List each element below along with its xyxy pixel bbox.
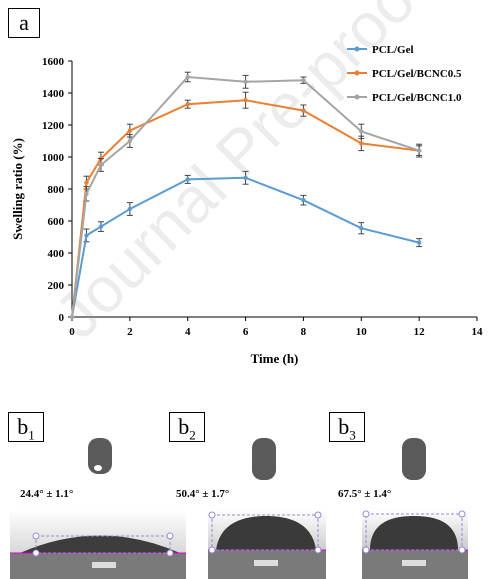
data-point bbox=[98, 224, 104, 229]
data-point bbox=[127, 206, 133, 212]
data-point bbox=[127, 138, 133, 144]
drop-image-b2 bbox=[208, 438, 326, 579]
panel-b3-label: b3 bbox=[329, 412, 365, 442]
x-tick-label: 0 bbox=[69, 326, 75, 338]
x-tick-label: 4 bbox=[185, 326, 191, 338]
contact-angle-b3: 67.5° ± 1.4° bbox=[338, 488, 392, 500]
y-tick-label: 600 bbox=[48, 216, 65, 228]
series-2 bbox=[69, 91, 423, 320]
data-point bbox=[301, 108, 306, 113]
needle-highlight bbox=[94, 465, 102, 471]
contact-angle-b2: 50.4° ± 1.7° bbox=[176, 488, 230, 500]
fit-handle bbox=[362, 546, 370, 554]
droplet-b2 bbox=[216, 516, 316, 550]
fit-handle bbox=[458, 546, 466, 554]
x-tick-label: 14 bbox=[472, 326, 484, 338]
x-tick-label: 2 bbox=[127, 326, 133, 338]
data-point bbox=[84, 191, 89, 196]
fit-handle bbox=[314, 546, 322, 554]
chart-series bbox=[69, 71, 423, 320]
y-axis-title: Swelling ratio (%) bbox=[10, 138, 25, 240]
data-point bbox=[243, 175, 248, 180]
swelling-ratio-chart: 0 2 4 6 8 10 12 14 0 200 400 600 800 1000 1200 1400 1600… bbox=[10, 44, 483, 366]
data-point bbox=[185, 177, 190, 182]
panel-b2-label: b2 bbox=[169, 412, 205, 442]
needle-icon bbox=[88, 438, 112, 474]
fit-handle bbox=[208, 546, 216, 554]
chart-legend: PCL/Gel PCL/Gel/BCNC0.5 PCL/Gel/BCNC1.0 bbox=[347, 44, 462, 104]
series-1 bbox=[69, 170, 423, 320]
fit-handle bbox=[166, 549, 174, 557]
x-tick-label: 6 bbox=[243, 326, 249, 338]
legend-label: PCL/Gel bbox=[372, 44, 414, 56]
fit-box bbox=[365, 513, 463, 551]
fit-handle bbox=[32, 549, 40, 557]
fit-handle bbox=[362, 510, 370, 518]
y-tick-label: 1000 bbox=[42, 152, 65, 164]
needle-icon bbox=[402, 438, 426, 480]
data-point bbox=[359, 226, 364, 231]
x-tick-label: 8 bbox=[301, 326, 307, 338]
y-tick-label: 1200 bbox=[42, 120, 65, 132]
legend-label: PCL/Gel/BCNC1.0 bbox=[372, 92, 462, 104]
data-point bbox=[127, 128, 133, 133]
series-line bbox=[71, 176, 420, 318]
series-line bbox=[71, 75, 420, 318]
legend-marker bbox=[354, 94, 360, 100]
x-tick-label: 10 bbox=[356, 326, 368, 338]
data-point bbox=[69, 314, 75, 320]
data-point bbox=[243, 98, 248, 103]
data-point bbox=[84, 233, 89, 238]
y-tick-label: 1600 bbox=[42, 56, 65, 68]
scale-bar bbox=[92, 562, 116, 568]
panel-a-label: a bbox=[8, 8, 40, 38]
droplet-b3 bbox=[370, 516, 458, 550]
y-tick-label: 800 bbox=[48, 184, 65, 196]
panel-b1-label: b1 bbox=[8, 412, 44, 442]
data-point bbox=[359, 141, 364, 146]
data-point bbox=[416, 148, 422, 153]
data-point bbox=[185, 74, 190, 80]
fit-handle bbox=[32, 532, 40, 540]
fit-handle bbox=[166, 532, 174, 540]
legend-marker bbox=[354, 70, 360, 76]
data-point bbox=[243, 79, 248, 85]
fit-box bbox=[211, 514, 319, 551]
needle-icon bbox=[252, 438, 276, 480]
y-tick-label: 0 bbox=[59, 312, 65, 324]
series-3 bbox=[69, 71, 423, 320]
fit-handle bbox=[458, 510, 466, 518]
scale-bar bbox=[254, 560, 278, 566]
data-point bbox=[359, 129, 364, 134]
scale-bar bbox=[402, 560, 426, 566]
data-point bbox=[185, 102, 190, 107]
y-tick-label: 400 bbox=[48, 248, 65, 260]
drop-image-b3 bbox=[362, 438, 468, 579]
contact-angle-b1: 24.4° ± 1.1° bbox=[20, 488, 74, 500]
legend-label: PCL/Gel/BCNC0.5 bbox=[372, 68, 462, 80]
fit-box bbox=[35, 535, 171, 554]
y-tick-label: 1400 bbox=[42, 88, 65, 100]
data-point bbox=[301, 198, 306, 203]
drop-image-b1 bbox=[10, 438, 186, 579]
x-axis-title: Time (h) bbox=[251, 351, 299, 366]
x-tick-label: 12 bbox=[414, 326, 426, 338]
fit-handle bbox=[314, 511, 322, 519]
data-point bbox=[416, 240, 422, 245]
y-tick-label: 200 bbox=[48, 280, 65, 292]
legend-marker bbox=[354, 46, 360, 52]
data-point bbox=[301, 78, 306, 83]
chart-axes: 0 2 4 6 8 10 12 14 0 200 400 600 800 1000 1200 1400 1600… bbox=[10, 56, 483, 366]
data-point bbox=[98, 162, 104, 168]
fit-handle bbox=[208, 511, 216, 519]
data-point bbox=[84, 180, 89, 185]
droplet-b1 bbox=[20, 535, 180, 553]
